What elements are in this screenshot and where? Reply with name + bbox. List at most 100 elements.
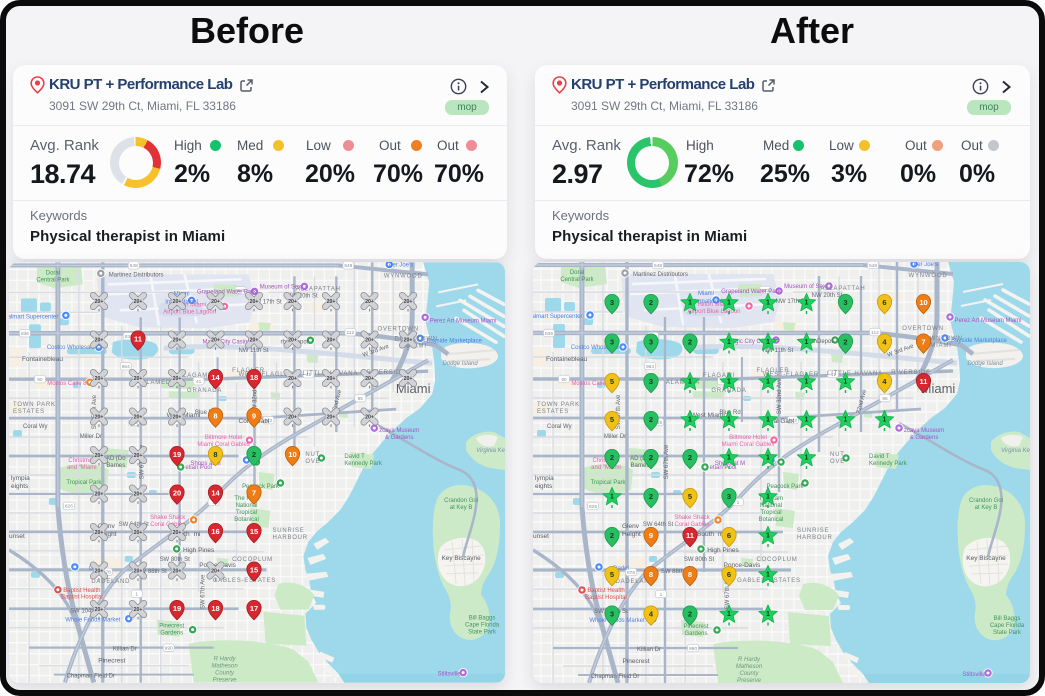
svg-text:1: 1 [766, 417, 770, 424]
svg-text:20+: 20+ [95, 607, 104, 613]
svg-text:1: 1 [805, 379, 809, 386]
svg-text:7: 7 [252, 488, 256, 497]
svg-text:2: 2 [688, 609, 692, 618]
svg-text:6: 6 [727, 531, 731, 540]
svg-text:20+: 20+ [404, 376, 413, 382]
svg-text:18: 18 [250, 373, 258, 382]
svg-text:18: 18 [211, 604, 219, 613]
svg-text:20+: 20+ [365, 299, 374, 305]
svg-text:1: 1 [805, 339, 809, 346]
svg-text:8: 8 [213, 411, 217, 420]
svg-text:20+: 20+ [250, 299, 259, 305]
svg-text:1: 1 [688, 417, 692, 424]
svg-text:20+: 20+ [95, 453, 104, 459]
svg-text:20+: 20+ [173, 338, 182, 344]
svg-text:20+: 20+ [365, 338, 374, 344]
svg-text:19: 19 [173, 604, 181, 613]
svg-text:1: 1 [727, 611, 731, 618]
svg-text:20+: 20+ [288, 338, 297, 344]
svg-text:11: 11 [920, 377, 928, 386]
svg-text:3: 3 [727, 492, 731, 501]
svg-text:14: 14 [211, 488, 220, 497]
svg-text:20+: 20+ [95, 415, 104, 421]
svg-text:20+: 20+ [365, 415, 374, 421]
svg-text:5: 5 [610, 415, 614, 424]
svg-text:20+: 20+ [134, 607, 143, 613]
svg-text:1: 1 [727, 455, 731, 462]
svg-text:20+: 20+ [95, 569, 104, 575]
svg-text:2: 2 [843, 337, 847, 346]
svg-text:5: 5 [688, 492, 692, 501]
svg-text:20+: 20+ [404, 299, 413, 305]
svg-text:1: 1 [766, 455, 770, 462]
svg-text:2: 2 [610, 531, 614, 540]
svg-text:2: 2 [649, 453, 653, 462]
svg-text:7: 7 [921, 337, 925, 346]
svg-text:3: 3 [610, 298, 614, 307]
svg-text:1: 1 [844, 417, 848, 424]
svg-text:8: 8 [688, 570, 692, 579]
svg-text:19: 19 [173, 450, 181, 459]
svg-text:20+: 20+ [173, 569, 182, 575]
svg-text:20+: 20+ [288, 299, 297, 305]
svg-text:1: 1 [766, 572, 770, 579]
svg-text:1: 1 [766, 494, 770, 501]
svg-text:6: 6 [882, 298, 886, 307]
svg-text:4: 4 [882, 377, 887, 386]
svg-text:2: 2 [688, 337, 692, 346]
svg-text:20+: 20+ [95, 299, 104, 305]
svg-text:1: 1 [766, 533, 770, 540]
svg-text:20+: 20+ [327, 299, 336, 305]
svg-text:3: 3 [610, 609, 614, 618]
svg-text:1: 1 [610, 494, 614, 501]
svg-text:1: 1 [727, 417, 731, 424]
svg-text:20+: 20+ [211, 299, 220, 305]
svg-text:1: 1 [688, 300, 692, 307]
svg-text:2: 2 [649, 415, 653, 424]
svg-text:1: 1 [727, 379, 731, 386]
svg-text:20+: 20+ [173, 376, 182, 382]
svg-text:4: 4 [882, 337, 887, 346]
svg-text:2: 2 [649, 298, 653, 307]
svg-text:8: 8 [213, 450, 217, 459]
svg-text:20: 20 [173, 488, 181, 497]
svg-text:1: 1 [805, 417, 809, 424]
svg-text:10: 10 [288, 450, 296, 459]
svg-text:15: 15 [250, 565, 258, 574]
svg-text:1: 1 [844, 379, 848, 386]
svg-text:20+: 20+ [327, 415, 336, 421]
svg-text:20+: 20+ [95, 376, 104, 382]
svg-text:1: 1 [883, 417, 887, 424]
svg-text:2: 2 [649, 492, 653, 501]
svg-text:20+: 20+ [95, 338, 104, 344]
svg-text:1: 1 [766, 300, 770, 307]
svg-text:5: 5 [610, 570, 614, 579]
svg-text:20+: 20+ [134, 569, 143, 575]
svg-text:20+: 20+ [173, 299, 182, 305]
svg-text:2: 2 [610, 453, 614, 462]
svg-text:20+: 20+ [134, 530, 143, 536]
svg-text:1: 1 [766, 379, 770, 386]
svg-text:20+: 20+ [211, 338, 220, 344]
svg-text:6: 6 [727, 570, 731, 579]
svg-text:11: 11 [686, 531, 694, 540]
svg-text:11: 11 [134, 334, 142, 343]
svg-text:20+: 20+ [327, 376, 336, 382]
svg-text:20+: 20+ [173, 415, 182, 421]
svg-text:4: 4 [649, 609, 654, 618]
svg-text:20+: 20+ [365, 376, 374, 382]
svg-text:9: 9 [252, 411, 256, 420]
svg-text:1: 1 [688, 379, 692, 386]
svg-text:1: 1 [805, 300, 809, 307]
svg-text:5: 5 [610, 377, 614, 386]
svg-text:20+: 20+ [95, 530, 104, 536]
svg-text:20+: 20+ [327, 338, 336, 344]
svg-text:20+: 20+ [173, 530, 182, 536]
svg-text:1: 1 [727, 300, 731, 307]
svg-text:3: 3 [649, 377, 653, 386]
svg-text:20+: 20+ [288, 415, 297, 421]
svg-text:17: 17 [250, 604, 258, 613]
svg-text:20+: 20+ [134, 453, 143, 459]
svg-text:3: 3 [843, 298, 847, 307]
svg-text:20+: 20+ [288, 376, 297, 382]
